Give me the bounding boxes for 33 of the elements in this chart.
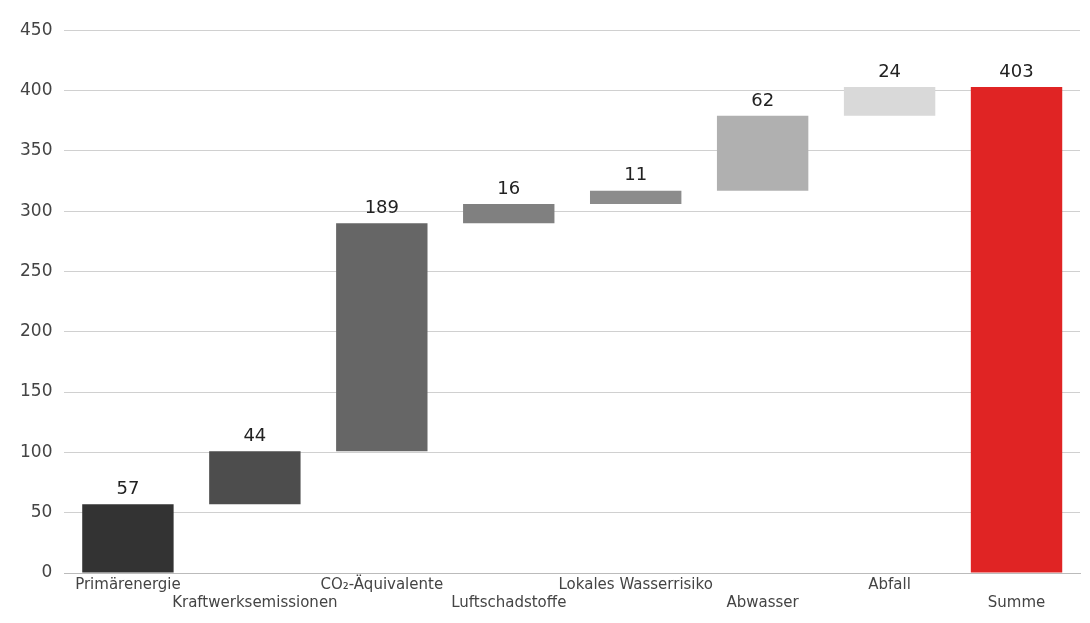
y-tick-label: 200	[19, 320, 53, 341]
data-label: 44	[243, 423, 267, 445]
y-tick-label: 250	[19, 259, 53, 280]
data-label: 24	[878, 59, 902, 81]
x-tick-label: CO₂-Äquivalente	[320, 573, 444, 593]
y-tick-label: 100	[19, 440, 53, 461]
bar	[463, 203, 555, 224]
data-label: 403	[999, 59, 1034, 81]
x-tick-label: Primärenergie	[75, 574, 181, 593]
data-label: 11	[624, 163, 648, 185]
x-tick-label: Summe	[987, 592, 1046, 611]
y-tick-label: 50	[30, 501, 53, 522]
y-tick-label: 150	[19, 380, 53, 401]
y-tick-label: 300	[19, 199, 53, 220]
bar	[209, 451, 301, 505]
bar	[82, 504, 174, 573]
x-tick-label: Luftschadstoffe	[451, 592, 567, 611]
y-tick-label: 450	[19, 18, 53, 39]
x-tick-label: Abwasser	[726, 592, 800, 611]
x-tick-label: Kraftwerksemissionen	[172, 592, 338, 611]
data-label: 62	[751, 88, 775, 110]
y-tick-label: 400	[19, 78, 53, 99]
bar	[970, 86, 1063, 573]
data-label: 57	[116, 476, 140, 498]
y-tick-label: 0	[41, 561, 53, 582]
bar	[716, 115, 809, 191]
data-label: 189	[364, 195, 399, 217]
x-tick-label: Lokales Wasserrisiko	[558, 574, 713, 593]
x-tick-label: Abfall	[868, 574, 911, 593]
data-label: 16	[497, 176, 521, 198]
bar	[336, 223, 428, 452]
y-tick-label: 350	[19, 139, 53, 160]
bar	[590, 190, 682, 204]
